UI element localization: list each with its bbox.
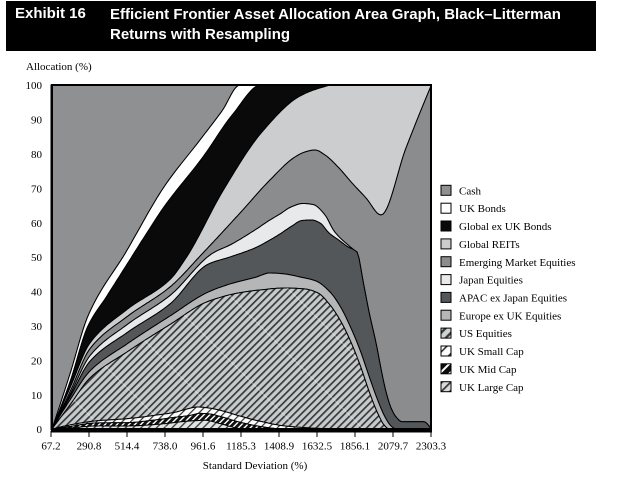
- svg-text:1408.9: 1408.9: [264, 441, 295, 453]
- svg-text:UK Large Cap: UK Large Cap: [459, 382, 524, 394]
- svg-text:UK Small Cap: UK Small Cap: [459, 346, 524, 358]
- svg-text:30: 30: [31, 321, 43, 333]
- svg-text:US Equities: US Equities: [459, 328, 512, 340]
- svg-text:10: 10: [31, 390, 43, 402]
- svg-text:70: 70: [31, 183, 43, 195]
- svg-text:Cash: Cash: [459, 185, 482, 197]
- svg-text:90: 90: [31, 115, 43, 127]
- svg-text:100: 100: [26, 80, 43, 92]
- svg-text:Japan Equities: Japan Equities: [459, 275, 523, 287]
- svg-text:0: 0: [37, 424, 43, 436]
- svg-text:2303.3: 2303.3: [416, 441, 447, 453]
- svg-text:2079.7: 2079.7: [378, 441, 409, 453]
- svg-text:20: 20: [31, 355, 43, 367]
- svg-text:UK Bonds: UK Bonds: [459, 203, 506, 215]
- svg-text:40: 40: [31, 287, 43, 299]
- svg-text:APAC ex Japan Equities: APAC ex Japan Equities: [459, 293, 567, 305]
- svg-text:290.8: 290.8: [77, 441, 102, 453]
- svg-text:Global ex UK Bonds: Global ex UK Bonds: [459, 221, 552, 233]
- svg-text:Allocation (%): Allocation (%): [26, 61, 92, 73]
- svg-text:60: 60: [31, 218, 43, 230]
- svg-text:514.4: 514.4: [115, 441, 140, 453]
- svg-text:738.0: 738.0: [153, 441, 178, 453]
- svg-text:1185.3: 1185.3: [226, 441, 256, 453]
- svg-text:Standard Deviation (%): Standard Deviation (%): [203, 460, 308, 472]
- svg-text:Emerging Market Equities: Emerging Market Equities: [459, 257, 576, 269]
- svg-text:961.6: 961.6: [191, 441, 216, 453]
- svg-text:Global REITs: Global REITs: [459, 239, 520, 251]
- svg-text:67.2: 67.2: [41, 441, 60, 453]
- svg-text:UK Mid Cap: UK Mid Cap: [459, 364, 517, 376]
- svg-text:1856.1: 1856.1: [340, 441, 370, 453]
- svg-text:80: 80: [31, 149, 43, 161]
- svg-text:1632.5: 1632.5: [302, 441, 333, 453]
- svg-text:50: 50: [31, 252, 43, 264]
- svg-text:Europe ex UK Equities: Europe ex UK Equities: [459, 310, 561, 322]
